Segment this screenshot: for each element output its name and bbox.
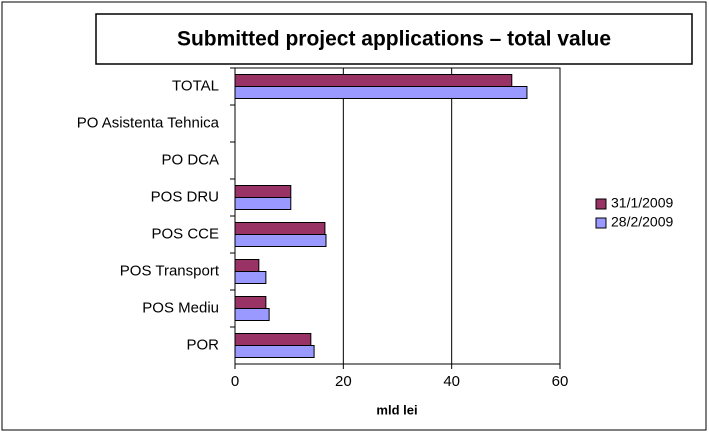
bar: [234, 222, 326, 235]
bar: [234, 333, 312, 346]
y-tick-label: POS CCE: [151, 225, 219, 242]
y-tick-label: PO Asistenta Tehnica: [77, 114, 220, 131]
x-axis-label: mld lei: [376, 402, 417, 417]
y-tick-label: POS Mediu: [142, 299, 219, 316]
x-tick-label: 40: [443, 373, 460, 390]
bar: [234, 86, 528, 99]
bar: [234, 345, 315, 358]
x-tick-label: 20: [335, 373, 352, 390]
x-tick-label: 60: [552, 373, 569, 390]
plot-area: [230, 67, 561, 369]
y-tick-label: POR: [186, 336, 219, 353]
legend-swatch: [595, 198, 607, 210]
y-tick-label: POS DRU: [151, 188, 219, 205]
bar: [234, 308, 270, 321]
bar: [234, 296, 267, 309]
y-tick-label: PO DCA: [161, 151, 219, 168]
legend-swatch: [595, 217, 607, 229]
legend-label: 31/1/2009: [611, 195, 673, 211]
plot-border: [234, 67, 561, 365]
legend-label: 28/2/2009: [611, 214, 673, 230]
y-tick-label: TOTAL: [172, 77, 219, 94]
bar: [234, 234, 327, 247]
bar: [234, 185, 292, 198]
chart-title: Submitted project applications – total v…: [177, 28, 611, 51]
bar: [234, 74, 513, 87]
x-tick-label: 0: [231, 373, 239, 390]
bar: [234, 271, 267, 284]
y-tick-label: POS Transport: [120, 262, 220, 279]
title-box: [95, 13, 693, 65]
bar: [234, 259, 260, 272]
bar: [234, 197, 292, 210]
